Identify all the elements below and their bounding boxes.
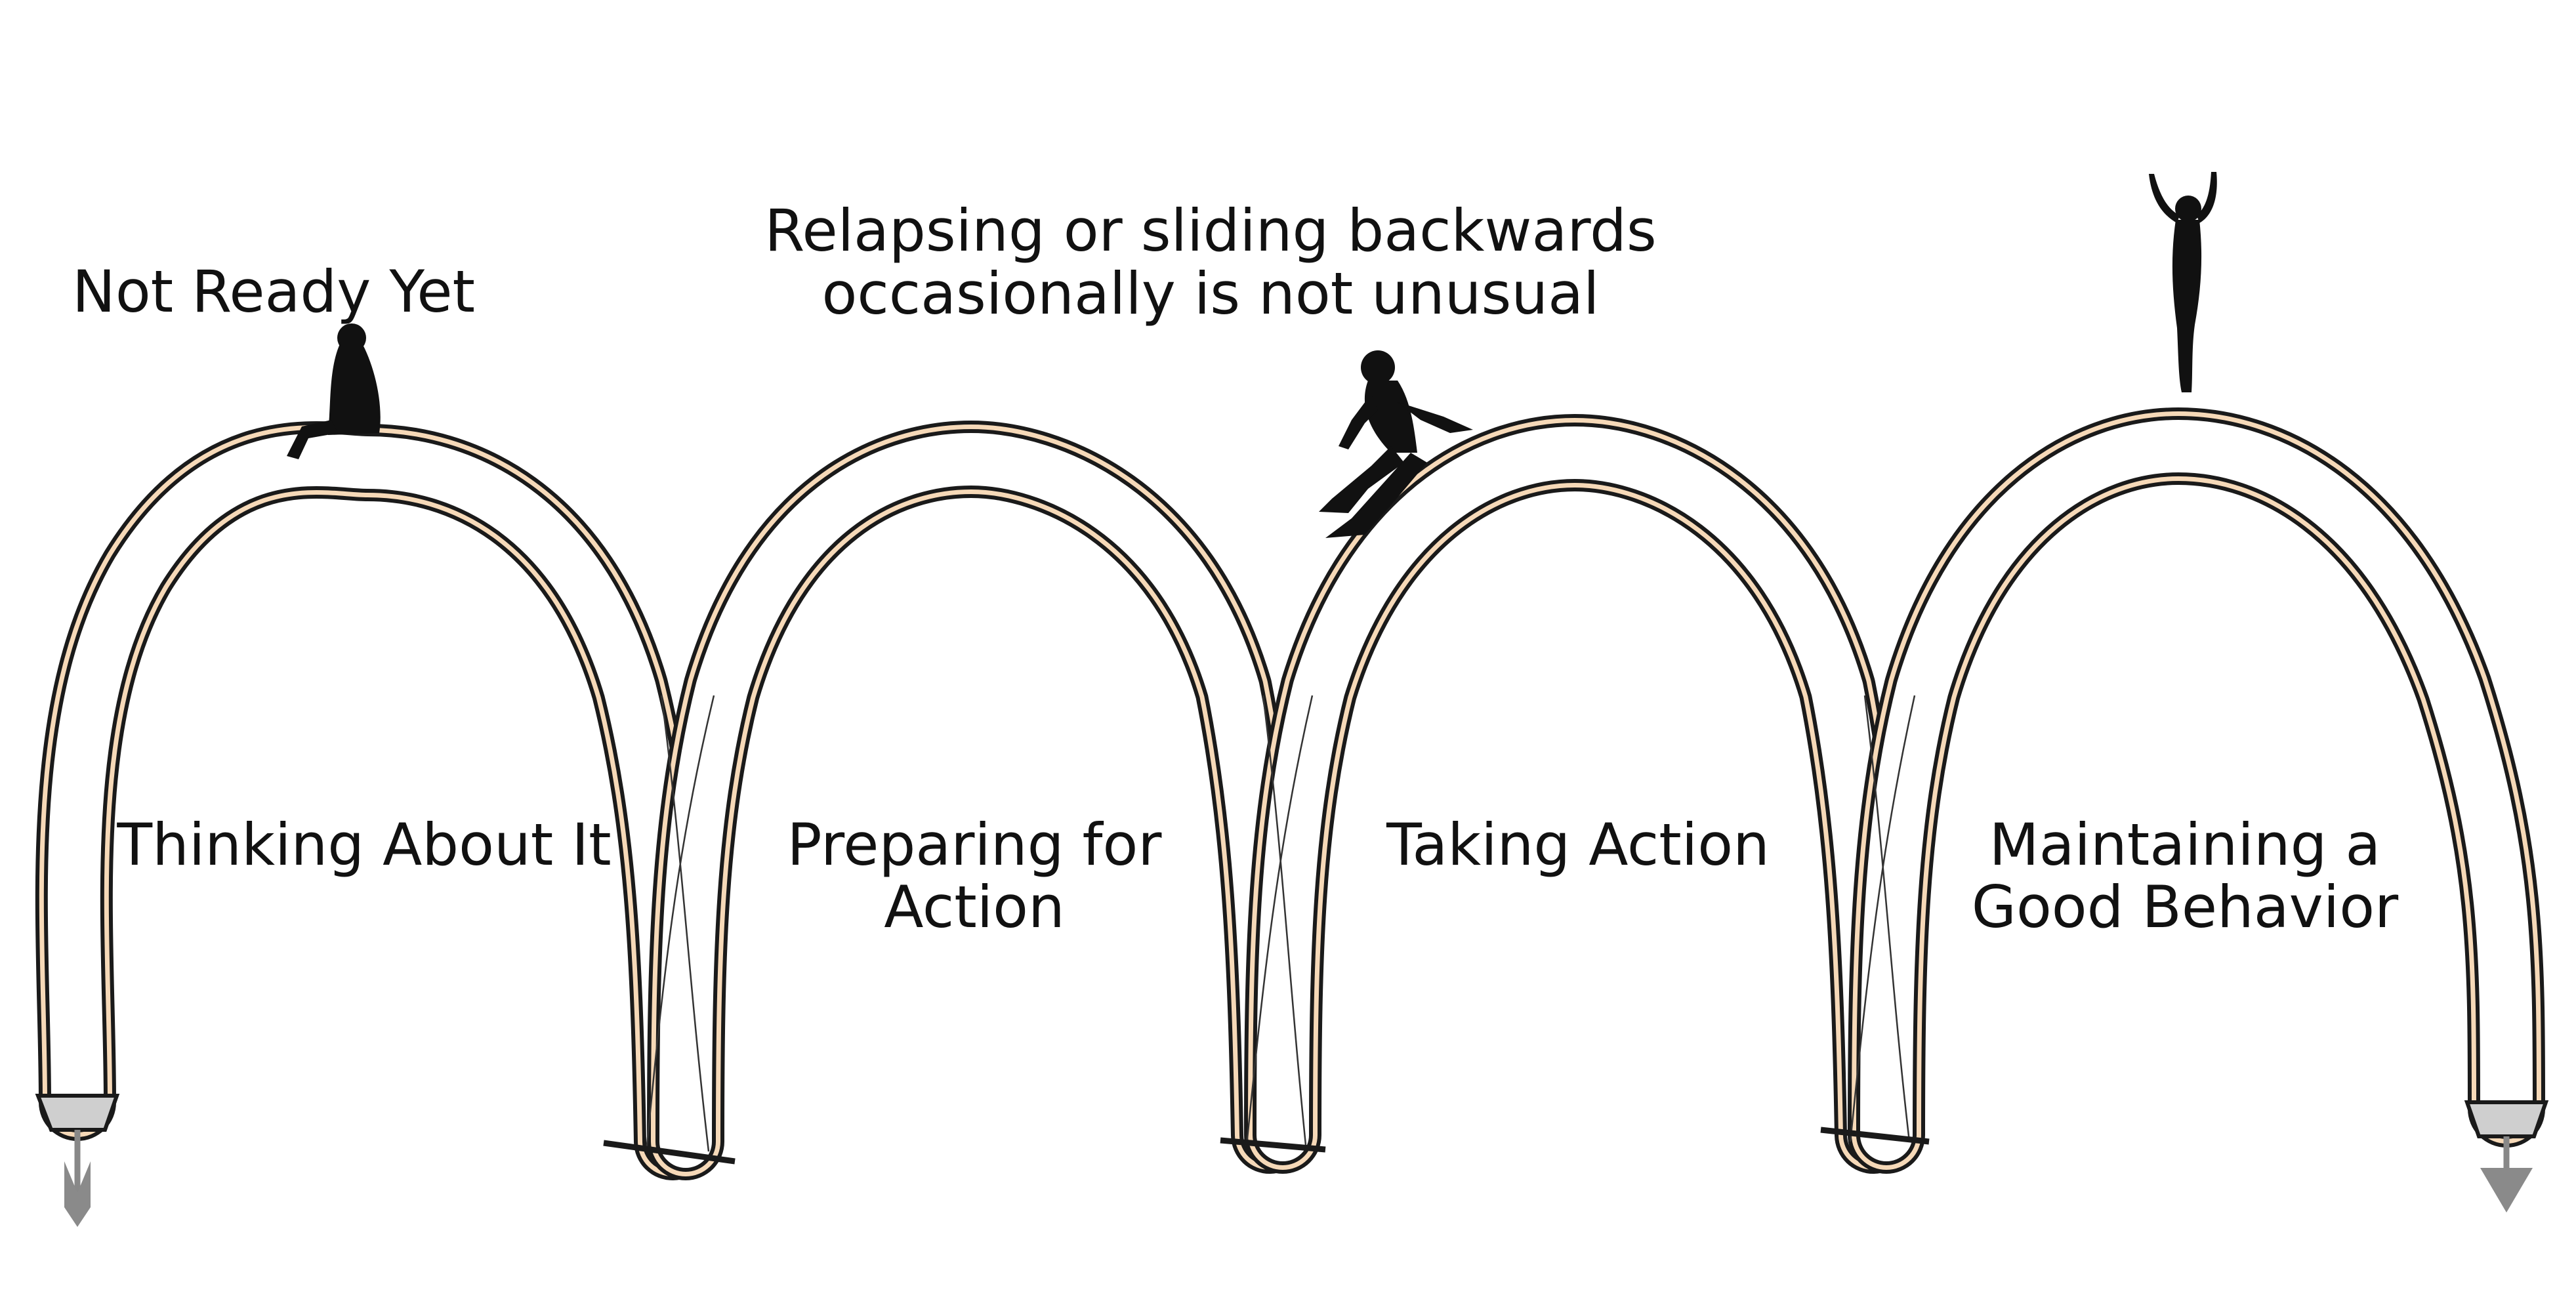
relapse-label-line-1: Relapsing or sliding backwards	[764, 197, 1657, 264]
relapse-label-line-2: occasionally is not unusual	[822, 260, 1600, 327]
not-ready-label: Not Ready Yet	[72, 258, 475, 325]
joint-3	[1820, 695, 1930, 1145]
start-cap	[35, 1094, 120, 1132]
stage-label-maintaining-line-1: Maintaining a	[1989, 811, 2381, 879]
stage-label-taking-action: Taking Action	[1386, 811, 1770, 879]
stage-label-preparing-line-2: Action	[884, 873, 1065, 941]
end-cap	[2464, 1100, 2549, 1138]
sliding-person-icon	[1319, 350, 1473, 538]
arch-1	[35, 421, 711, 1180]
joint-2	[1220, 695, 1326, 1153]
start-arrow-icon	[64, 1130, 91, 1227]
celebrating-person-icon	[2149, 172, 2217, 392]
stage-label-thinking: Thinking About It	[116, 811, 611, 879]
joint-1	[603, 695, 736, 1165]
sitting-person-icon	[287, 323, 381, 459]
arch-3	[1244, 414, 1912, 1174]
stage-label-preparing-line-1: Preparing for	[787, 811, 1163, 879]
stage-label-maintaining-line-2: Good Behavior	[1972, 873, 2399, 941]
exit-arrow-icon	[2480, 1136, 2533, 1212]
arch-4	[1848, 407, 2549, 1174]
arch-2	[647, 421, 1308, 1180]
